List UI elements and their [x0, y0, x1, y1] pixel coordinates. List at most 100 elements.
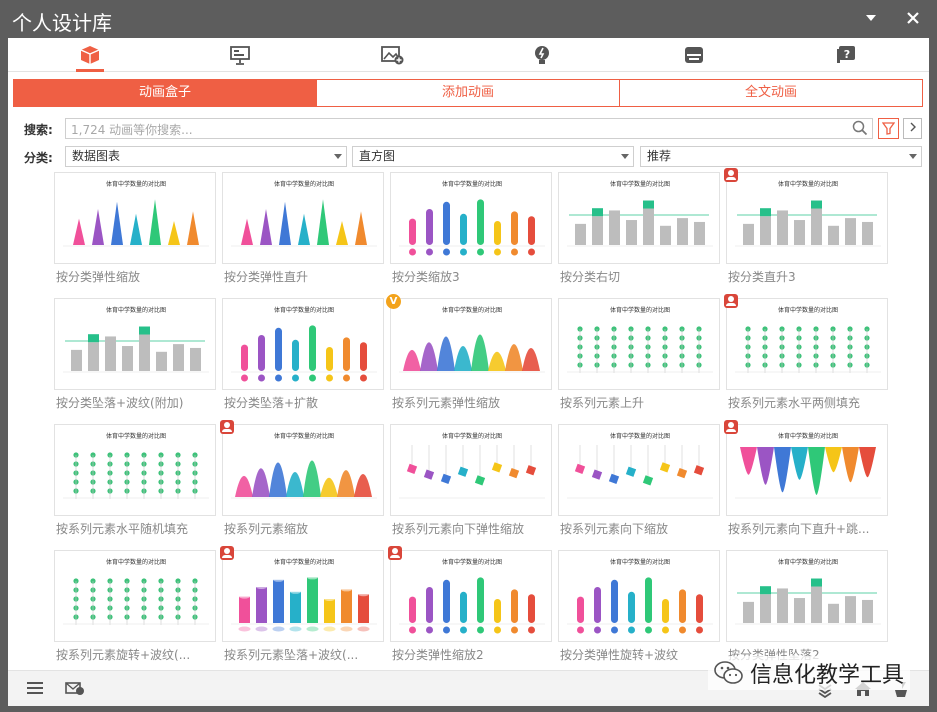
thumb-title: 体育中学数量的对比图: [610, 432, 670, 440]
animation-thumbnail[interactable]: 体育中学数量的对比图: [726, 424, 888, 516]
presentation-icon: [230, 46, 250, 65]
thumb-mark: [440, 473, 452, 485]
tab-animation-box[interactable]: 动画盒子: [14, 80, 317, 106]
thumb-title: 体育中学数量的对比图: [442, 432, 502, 440]
thumb-title: 体育中学数量的对比图: [274, 558, 334, 566]
animation-item[interactable]: 体育中学数量的对比图 按系列元素上升: [558, 298, 720, 418]
category-select-sort[interactable]: 推荐: [640, 146, 922, 167]
animation-item[interactable]: 体育中学数量的对比图 按分类缩放3: [390, 172, 552, 292]
animation-item[interactable]: 体育中学数量的对比图按分类弹性直升: [222, 172, 384, 292]
thumb-mark: [241, 218, 253, 245]
animation-item[interactable]: 体育中学数量的对比图 按系列元素向下缩放: [558, 424, 720, 544]
animation-item[interactable]: 体育中学数量的对比图 按系列元素水平随机填充: [54, 424, 216, 544]
animation-thumbnail[interactable]: 体育中学数量的对比图: [390, 424, 552, 516]
category-select-type[interactable]: 数据图表: [65, 146, 347, 167]
thumb-mark: [406, 463, 418, 474]
thumb-mark: [111, 201, 123, 245]
animation-item[interactable]: 体育中学数量的对比图 按分类弹性缩放2: [388, 546, 552, 670]
thumbnail-chart: 体育中学数量的对比图: [399, 180, 545, 256]
watermark: 信息化教学工具: [708, 656, 911, 690]
tab-add-animation[interactable]: 添加动画: [317, 80, 620, 106]
animation-thumbnail[interactable]: 体育中学数量的对比图: [390, 172, 552, 264]
top-icon-image-add[interactable]: [372, 40, 412, 70]
chevron-down-icon: [334, 154, 342, 159]
thumb-mark: [292, 374, 299, 382]
chevron-down-icon: [866, 15, 876, 21]
animation-thumbnail[interactable]: 体育中学数量的对比图: [222, 298, 384, 390]
animation-item[interactable]: 体育中学数量的对比图按系列元素旋转+波纹(...: [54, 550, 216, 670]
top-icon-help[interactable]: ?: [826, 40, 866, 70]
animation-name: 按系列元素旋转+波纹(...: [56, 648, 191, 662]
thumb-mark: [409, 218, 416, 245]
animation-thumbnail[interactable]: 体育中学数量的对比图: [222, 172, 384, 264]
animation-item[interactable]: 体育中学数量的对比图 按分类坠落+波纹(附加): [54, 298, 216, 418]
thumbnail-chart: 体育中学数量的对比图: [63, 306, 209, 373]
next-page-button[interactable]: [903, 118, 922, 139]
animation-item[interactable]: 体育中学数量的对比图 按分类坠落+扩散: [222, 298, 384, 418]
animation-item[interactable]: 体育中学数量的对比图 按系列元素水平两侧填充: [724, 294, 888, 418]
thumb-mark: [592, 216, 603, 245]
animation-thumbnail[interactable]: 体育中学数量的对比图: [54, 298, 216, 390]
animation-item[interactable]: 体育中学数量的对比图 按分类弹性缩放: [54, 172, 216, 292]
thumb-mark: [643, 200, 654, 209]
animation-thumbnail[interactable]: 体育中学数量的对比图: [54, 550, 216, 642]
thumb-mark: [149, 199, 161, 245]
top-icon-storage[interactable]: [674, 40, 714, 70]
animation-item[interactable]: 体育中学数量的对比图 按系列元素坠落+波纹(...: [220, 546, 384, 670]
animation-item[interactable]: 体育中学数量的对比图 按分类弹性坠落2: [726, 550, 888, 670]
chevron-right-icon: [910, 122, 916, 132]
animation-thumbnail[interactable]: 体育中学数量的对比图: [390, 298, 552, 390]
thumb-mark: [811, 200, 822, 209]
thumb-mark: [275, 374, 282, 382]
thumb-mark: [522, 347, 540, 371]
close-button[interactable]: [902, 8, 924, 30]
mail-button[interactable]: [65, 680, 85, 700]
animation-item[interactable]: 体育中学数量的对比图 按系列元素缩放: [220, 420, 384, 544]
animation-name: 按分类弹性直升: [224, 270, 309, 284]
thumb-mark: [326, 374, 333, 382]
animation-thumbnail[interactable]: 体育中学数量的对比图: [558, 298, 720, 390]
thumb-mark: [628, 626, 635, 634]
filter-button[interactable]: [878, 118, 899, 139]
thumb-mark: [409, 596, 416, 623]
animation-thumbnail[interactable]: 体育中学数量的对比图: [558, 424, 720, 516]
thumb-mark: [491, 462, 503, 473]
animation-thumbnail[interactable]: 体育中学数量的对比图: [222, 550, 384, 642]
thumb-mark: [660, 225, 671, 245]
top-icon-lightbulb[interactable]: [522, 40, 562, 70]
thumb-mark: [92, 209, 104, 245]
thumbnail-chart: 体育中学数量的对比图: [567, 432, 713, 499]
menu-button[interactable]: [26, 680, 44, 700]
category-select-chart[interactable]: 直方图: [352, 146, 634, 167]
animation-item[interactable]: 体育中学数量的对比图 按分类弹性旋转+波纹: [558, 550, 720, 670]
animation-item[interactable]: 体育中学数量的对比图 按分类直升3: [724, 168, 888, 292]
animation-item[interactable]: 体育中学数量的对比图 按系列元素向下弹性缩放: [390, 424, 552, 544]
top-icon-presentation[interactable]: [220, 40, 260, 70]
thumbnail-chart: 体育中学数量的对比图: [567, 558, 713, 634]
thumb-mark: [71, 349, 82, 371]
thumb-mark: [696, 626, 703, 634]
animation-thumbnail[interactable]: 体育中学数量的对比图: [726, 550, 888, 642]
animation-thumbnail[interactable]: 体育中学数量的对比图: [558, 172, 720, 264]
animation-thumbnail[interactable]: 体育中学数量的对比图: [54, 424, 216, 516]
animation-thumbnail[interactable]: 体育中学数量的对比图: [726, 298, 888, 390]
tab-full-text-animation[interactable]: 全文动画: [620, 80, 922, 106]
thumb-mark: [511, 589, 518, 623]
animation-item[interactable]: 体育中学数量的对比图 按系列元素向下直升+跳...: [724, 420, 888, 544]
animation-thumbnail[interactable]: 体育中学数量的对比图: [726, 172, 888, 264]
thumb-mark: [426, 626, 433, 634]
animation-thumbnail[interactable]: 体育中学数量的对比图: [390, 550, 552, 642]
animation-thumbnail[interactable]: 体育中学数量的对比图: [222, 424, 384, 516]
animation-item[interactable]: 体育中学数量的对比图 按分类右切: [558, 172, 720, 292]
animation-thumbnail[interactable]: 体育中学数量的对比图: [54, 172, 216, 264]
search-input[interactable]: [66, 120, 836, 140]
animation-item[interactable]: 体育中学数量的对比图 V 按系列元素弹性缩放: [386, 294, 552, 418]
search-icon[interactable]: [852, 120, 868, 140]
thumb-mark: [494, 248, 501, 256]
thumb-mark: [343, 374, 350, 382]
dropdown-button[interactable]: [860, 8, 882, 30]
thumb-mark: [173, 344, 184, 371]
thumb-title: 体育中学数量的对比图: [106, 432, 166, 440]
top-icon-animation-box[interactable]: [70, 40, 110, 72]
animation-thumbnail[interactable]: 体育中学数量的对比图: [558, 550, 720, 642]
